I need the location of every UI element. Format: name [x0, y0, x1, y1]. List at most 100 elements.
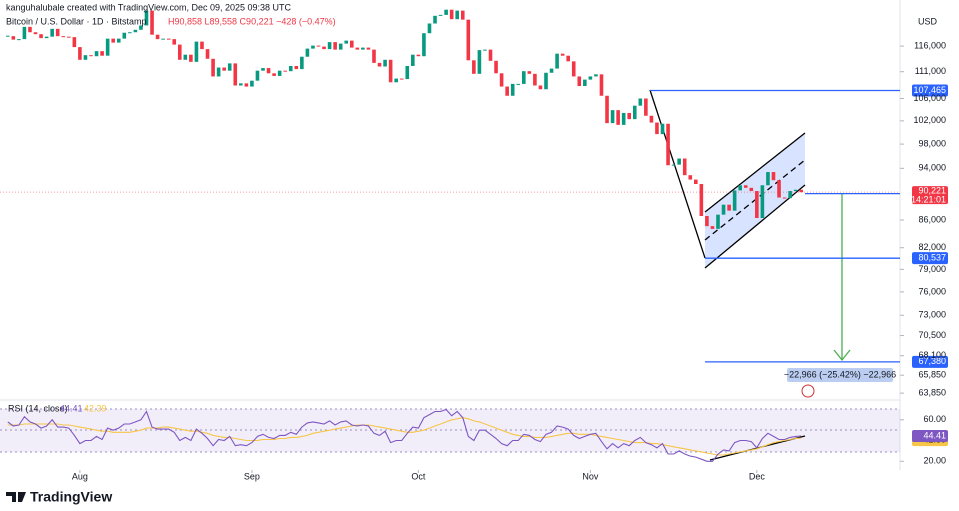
candle	[655, 122, 659, 135]
y-tick-label: 98,000	[918, 138, 946, 148]
candle	[261, 68, 265, 71]
candle	[483, 49, 487, 51]
y-tick-label: 94,000	[918, 163, 946, 173]
rsi-line	[7, 417, 802, 456]
candle	[732, 190, 737, 211]
candle	[105, 38, 110, 56]
y-tick-label: 79,000	[918, 264, 946, 274]
candle	[189, 54, 193, 62]
candle	[144, 10, 149, 26]
candle	[194, 41, 199, 62]
candle	[399, 78, 404, 80]
candle	[67, 36, 71, 38]
last-price-tag	[912, 186, 948, 205]
candle	[594, 74, 598, 77]
candle	[316, 45, 321, 47]
candle	[760, 185, 765, 219]
rsi-value: 44.41	[60, 403, 83, 413]
rsi-tag-label: 44.41	[923, 430, 946, 440]
candle	[438, 14, 443, 16]
candle	[355, 47, 360, 50]
candle	[288, 65, 293, 72]
level-tag-label: 80,537	[918, 253, 946, 263]
candle	[11, 36, 16, 40]
candle	[793, 189, 798, 192]
candle	[566, 55, 570, 62]
candle	[777, 180, 781, 198]
candle	[333, 42, 337, 50]
channel-edge	[704, 132, 806, 213]
candle	[50, 28, 54, 37]
candle	[133, 29, 138, 33]
countdown: 14:21:01	[911, 195, 946, 205]
candle	[749, 187, 754, 192]
candle	[322, 46, 326, 50]
last-price-label: 90,221	[918, 186, 946, 196]
candle	[150, 10, 154, 35]
candle	[55, 28, 60, 37]
x-tick-label: Aug	[72, 471, 88, 481]
candle	[649, 115, 654, 123]
rsi-tag	[912, 429, 948, 442]
candle	[161, 38, 165, 40]
event-icon[interactable]	[801, 384, 815, 398]
candle	[588, 76, 593, 80]
candle	[344, 40, 349, 44]
y-tick-label: 63,850	[918, 388, 946, 398]
candle	[516, 83, 521, 85]
candle	[788, 191, 792, 199]
candle	[766, 172, 770, 186]
candle	[17, 39, 21, 41]
candle	[638, 98, 643, 106]
candle	[472, 60, 476, 74]
candle	[416, 54, 421, 57]
candle	[799, 189, 804, 193]
candle	[100, 51, 104, 56]
y-tick-label: 65,850	[918, 370, 946, 380]
level-tag	[912, 84, 948, 97]
channel-mid	[704, 159, 806, 241]
candle	[116, 38, 121, 43]
candle	[549, 68, 554, 73]
candle	[605, 95, 609, 124]
candle	[671, 164, 676, 166]
candle	[216, 67, 221, 77]
candle	[128, 32, 132, 34]
level-tag	[912, 355, 948, 368]
candle	[61, 36, 66, 38]
candle	[361, 47, 365, 50]
channel-edge	[704, 184, 806, 269]
y-tick-label: 86,000	[918, 214, 946, 224]
candle	[372, 49, 376, 63]
candle	[721, 204, 726, 215]
target-arrow-head	[833, 349, 851, 362]
candle	[155, 34, 160, 40]
candle	[122, 32, 127, 39]
symbol: Bitcoin / U.S. Dollar · 1D · Bitstamp	[6, 16, 147, 26]
candle	[610, 110, 615, 124]
candle	[494, 60, 498, 74]
y-tick-label: 106,000	[913, 93, 946, 103]
candle	[577, 76, 582, 87]
y-tick-label: 82,000	[918, 242, 946, 252]
credit: kanguhalubale created with TradingView.c…	[6, 2, 292, 12]
candle	[466, 19, 471, 61]
candle	[505, 86, 509, 96]
candle	[583, 79, 587, 87]
candle	[294, 65, 299, 70]
rsi-line	[7, 408, 802, 462]
logo-icon	[6, 492, 26, 502]
candle	[677, 158, 681, 165]
ohlc: H90,858 L89,558 C90,221 −428 (−0.47%)	[168, 16, 336, 26]
candle	[527, 71, 532, 74]
candle	[300, 56, 304, 70]
candle	[644, 98, 648, 116]
candle	[94, 51, 99, 57]
candle	[405, 65, 410, 80]
candle	[39, 34, 43, 39]
candle	[682, 158, 687, 176]
candle	[427, 23, 432, 34]
candle	[694, 179, 698, 185]
